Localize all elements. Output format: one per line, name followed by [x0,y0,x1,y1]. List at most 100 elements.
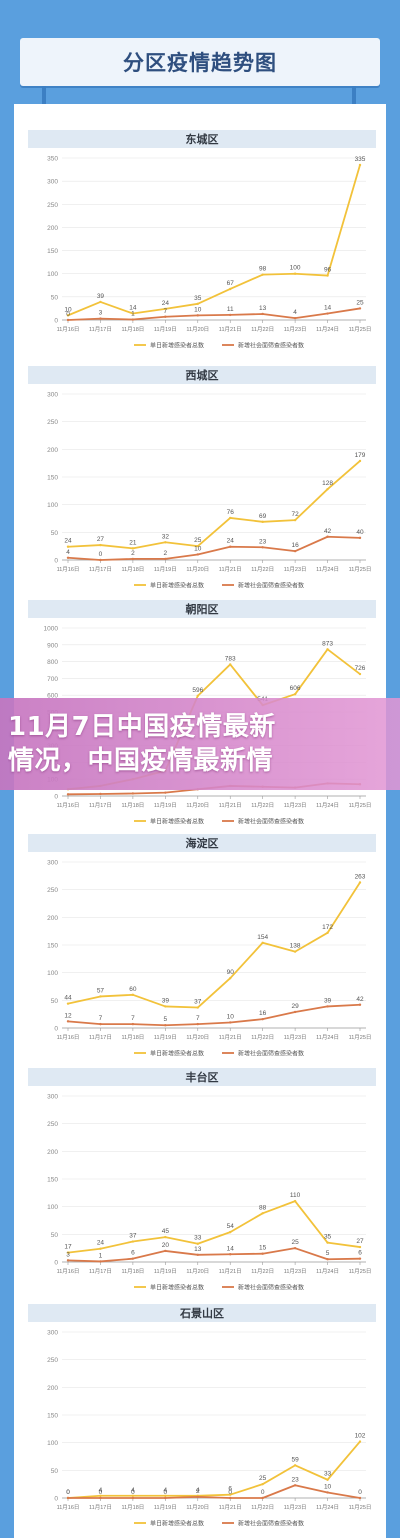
x-tick-label: 11月22日 [251,326,274,333]
data-label: 3 [99,310,103,317]
data-label: 23 [259,538,267,545]
data-point [293,1010,297,1014]
data-point [131,993,135,996]
data-point [196,1495,199,1499]
data-point [99,1496,102,1500]
data-point [293,1199,297,1203]
data-label: 21 [129,539,137,546]
data-label: 25 [356,299,364,306]
data-point [261,941,264,944]
data-point [99,543,102,547]
x-tick-label: 11月21日 [219,1504,242,1511]
data-label: 2 [196,1488,200,1495]
y-tick-label: 0 [54,1260,58,1267]
data-point [164,307,167,311]
data-label: 100 [290,265,301,272]
data-label: 263 [355,873,366,880]
data-label: 10 [64,306,72,313]
data-point [229,977,232,980]
data-label: 13 [194,1246,202,1253]
data-label: 24 [97,1240,105,1247]
x-tick-label: 11月21日 [219,802,242,809]
legend-label-2: 新增社会面筛查感染者数 [238,1050,304,1058]
data-point [229,663,232,666]
x-tick-label: 11月17日 [89,326,112,333]
y-tick-label: 300 [47,1094,58,1101]
data-point [229,1496,232,1500]
data-label: 154 [257,934,268,941]
data-point [358,881,362,884]
data-label: 0 [99,551,103,558]
data-label: 873 [322,640,333,647]
chart-title: 丰台区 [28,1068,376,1086]
data-label: 0 [66,1489,70,1496]
x-tick-label: 11月23日 [284,566,307,573]
data-point [326,312,329,315]
series-line-2 [67,1247,361,1263]
data-label: 179 [355,452,366,459]
header-ribbon-left [42,86,46,108]
data-point [66,1496,70,1500]
x-tick-label: 11月24日 [316,802,339,809]
data-label: 16 [291,542,299,549]
x-tick-label: 11月21日 [219,1034,242,1041]
data-label: 35 [324,1234,332,1241]
y-tick-label: 300 [47,1330,58,1337]
data-label: 16 [259,1010,267,1017]
y-tick-label: 150 [47,943,58,950]
x-tick-label: 11月20日 [186,1268,209,1275]
data-label: 39 [162,997,170,1004]
y-tick-label: 200 [47,1149,58,1156]
x-tick-label: 11月24日 [316,1034,339,1041]
data-label: 606 [290,685,301,692]
data-label: 0 [99,1489,103,1496]
data-point [229,1253,232,1256]
x-tick-label: 11月20日 [186,566,209,573]
y-tick-label: 800 [47,659,58,666]
x-tick-label: 11月16日 [57,1268,80,1275]
legend-label-2: 新增社会面筛查感染者数 [238,342,304,350]
data-label: 33 [194,1235,202,1242]
data-label: 5 [164,1016,168,1023]
data-point [326,931,329,935]
data-point [99,1494,102,1497]
x-tick-label: 11月20日 [186,326,209,333]
page-header: 分区疫情趋势图 [20,38,380,86]
data-point [164,1024,167,1027]
data-label: 27 [356,1238,364,1245]
data-point [261,546,264,549]
x-tick-label: 11月20日 [186,1504,209,1511]
x-tick-label: 11月18日 [121,566,144,573]
data-label: 90 [227,969,235,976]
x-tick-label: 11月25日 [349,566,372,573]
data-label: 7 [196,1015,200,1022]
data-label: 59 [291,1456,299,1463]
data-label: 335 [355,156,366,163]
x-tick-label: 11月24日 [316,1268,339,1275]
data-label: 98 [259,266,267,273]
y-tick-label: 200 [47,1385,58,1392]
x-tick-label: 11月18日 [121,802,144,809]
data-label: 14 [324,305,332,312]
x-tick-label: 11月17日 [89,802,112,809]
data-point [131,1494,135,1497]
y-tick-label: 0 [54,794,58,801]
chart-panel-dongcheng: 东城区 0 50 100 150 200 250 300 350 11月16日 11月17日 11月… [28,130,376,358]
x-tick-label: 11月23日 [284,1268,307,1275]
y-tick-label: 250 [47,202,58,209]
data-point [293,692,297,696]
data-point [99,792,102,796]
x-tick-label: 11月25日 [349,1268,372,1275]
series-line-1 [67,1440,361,1499]
data-point [66,793,70,796]
data-point [293,518,297,522]
legend-label-1: 单日新增感染者总数 [150,1284,204,1292]
data-label: 25 [291,1239,299,1246]
legend-label-2: 新增社会面筛查感染者数 [238,818,304,826]
data-label: 102 [355,1433,366,1440]
data-point [131,312,135,315]
data-label: 24 [227,538,235,545]
data-point [99,558,102,562]
data-point [196,1022,199,1026]
data-point [196,314,199,317]
